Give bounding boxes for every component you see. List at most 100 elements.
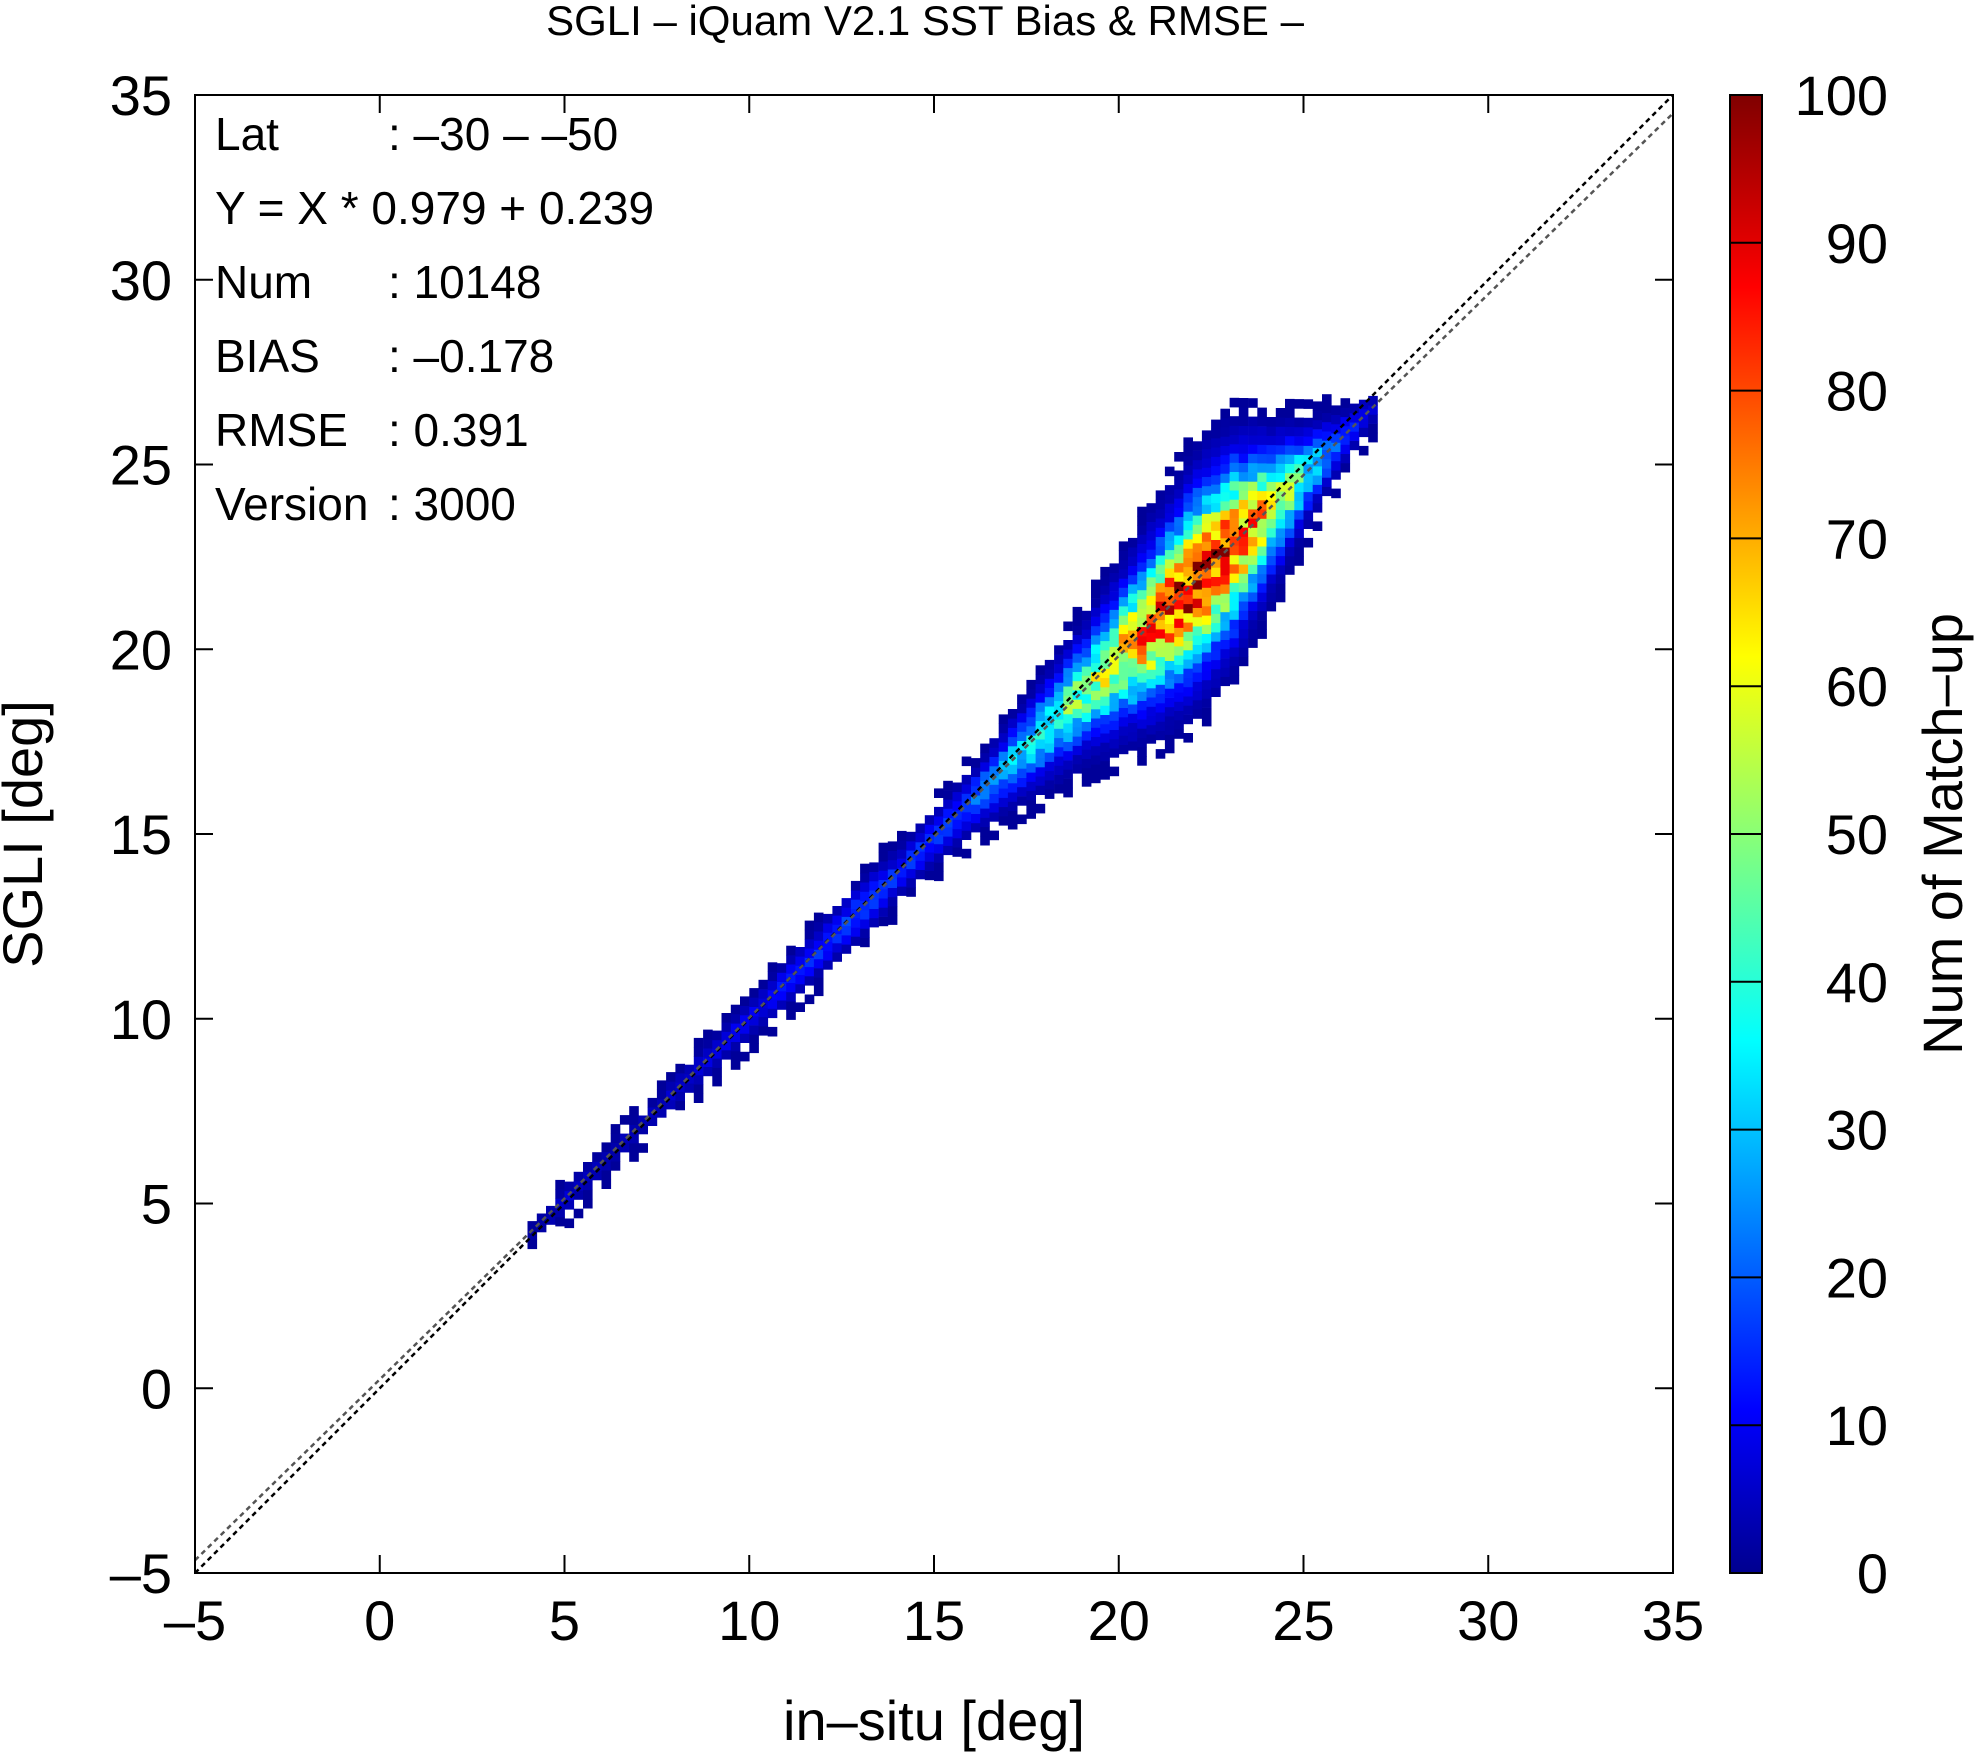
heat-cell xyxy=(823,932,833,942)
heat-cell xyxy=(813,986,824,997)
heat-cell xyxy=(906,859,916,870)
colorbar-tick-label: 80 xyxy=(1826,360,1888,423)
heat-cell xyxy=(1183,539,1193,549)
heat-cell xyxy=(1026,753,1036,764)
heat-cell xyxy=(1072,662,1083,672)
heat-cell xyxy=(1266,601,1277,612)
heat-cell xyxy=(1211,447,1221,457)
heat-cell xyxy=(1220,658,1230,668)
y-axis: –5 0 5 10 15 20 25 30 35 xyxy=(110,64,1673,1605)
heat-cell xyxy=(1155,499,1166,510)
heat-cell xyxy=(1072,754,1083,765)
heat-cell xyxy=(1137,709,1147,720)
heat-cell xyxy=(1322,449,1332,460)
heat-cell xyxy=(1229,573,1240,583)
heat-cell xyxy=(1081,749,1092,759)
heat-cell xyxy=(1275,528,1286,538)
heat-cell xyxy=(832,952,842,962)
heat-cell xyxy=(1063,676,1073,687)
heat-cell xyxy=(1054,719,1064,729)
heat-cell xyxy=(1275,546,1286,557)
heat-cell xyxy=(1248,638,1258,648)
heat-cell xyxy=(1118,541,1129,551)
heat-cell xyxy=(1331,488,1341,499)
heat-cell xyxy=(1146,604,1157,615)
heat-cell xyxy=(1164,697,1175,708)
heat-cell xyxy=(666,1081,676,1091)
heat-cell xyxy=(1035,803,1046,814)
heat-cell xyxy=(1285,426,1295,437)
heat-cell xyxy=(1183,640,1193,651)
heat-cell xyxy=(1128,685,1138,696)
heat-cell xyxy=(1266,574,1277,584)
heat-cell xyxy=(1109,609,1120,620)
heat-cell xyxy=(1054,737,1064,748)
heat-cell xyxy=(1035,785,1046,795)
heat-cell xyxy=(1303,436,1314,446)
heat-cell xyxy=(693,1037,704,1048)
heat-cell xyxy=(934,816,944,826)
heat-cell xyxy=(823,913,833,924)
heat-cell xyxy=(1248,555,1258,565)
heat-cell xyxy=(1091,635,1101,645)
heat-cell xyxy=(1118,707,1129,718)
heat-cell xyxy=(1026,707,1036,718)
heat-cell xyxy=(1109,766,1120,777)
heat-cell xyxy=(564,1181,575,1192)
heat-cell xyxy=(1266,463,1277,473)
heat-cell xyxy=(887,859,898,870)
heat-cell xyxy=(1238,545,1249,556)
heat-cell xyxy=(1146,549,1157,559)
heat-cell xyxy=(1285,565,1295,575)
heat-cell xyxy=(1100,770,1110,780)
heat-cell xyxy=(971,767,981,777)
heat-cell xyxy=(1063,760,1073,770)
heat-cell xyxy=(1072,699,1083,709)
heat-cell xyxy=(1238,471,1249,482)
heat-cell xyxy=(971,813,981,824)
heat-cell xyxy=(795,1002,805,1012)
heat-cell xyxy=(887,906,898,916)
heat-cell xyxy=(1211,484,1221,494)
heat-cell xyxy=(1294,473,1304,483)
heat-cell xyxy=(1285,445,1295,455)
heat-cell xyxy=(1211,678,1221,688)
heat-cell xyxy=(749,997,759,1007)
heat-cell xyxy=(1229,665,1240,676)
heat-cell xyxy=(1174,673,1184,684)
heat-cell xyxy=(1044,789,1055,799)
heat-cell xyxy=(1137,682,1147,692)
colorbar-tick-label: 10 xyxy=(1826,1394,1888,1457)
heat-cell xyxy=(1303,445,1314,456)
heat-cell xyxy=(712,1058,722,1068)
heat-cell xyxy=(1081,767,1092,778)
heat-cell xyxy=(1229,490,1240,500)
heat-cell xyxy=(1248,527,1258,538)
heat-cell xyxy=(647,1097,658,1108)
heat-cell xyxy=(1220,473,1230,483)
heat-cell xyxy=(601,1179,612,1189)
heat-cell xyxy=(758,1026,769,1036)
heat-cell xyxy=(1192,570,1203,581)
heat-cell xyxy=(869,871,879,882)
heat-cell xyxy=(823,941,833,952)
heat-cell xyxy=(1174,599,1184,610)
heat-cell xyxy=(1183,511,1193,521)
heat-cell xyxy=(850,917,861,928)
heat-cell xyxy=(887,915,898,925)
heat-cell xyxy=(1063,640,1073,650)
heat-cell xyxy=(1118,698,1129,708)
heat-cell xyxy=(1081,610,1092,621)
heat-cell xyxy=(1183,585,1193,595)
heat-cell xyxy=(1229,499,1240,509)
heat-cell xyxy=(1137,543,1147,554)
heat-cell xyxy=(804,929,815,940)
heat-cell xyxy=(1183,548,1193,558)
heat-cell xyxy=(1248,536,1258,547)
heat-cell xyxy=(1358,427,1369,438)
heat-cell xyxy=(1294,500,1304,511)
heat-cell xyxy=(878,898,889,908)
heat-cell xyxy=(971,822,981,833)
heat-cell xyxy=(1303,519,1314,529)
heat-cell xyxy=(1137,580,1147,591)
